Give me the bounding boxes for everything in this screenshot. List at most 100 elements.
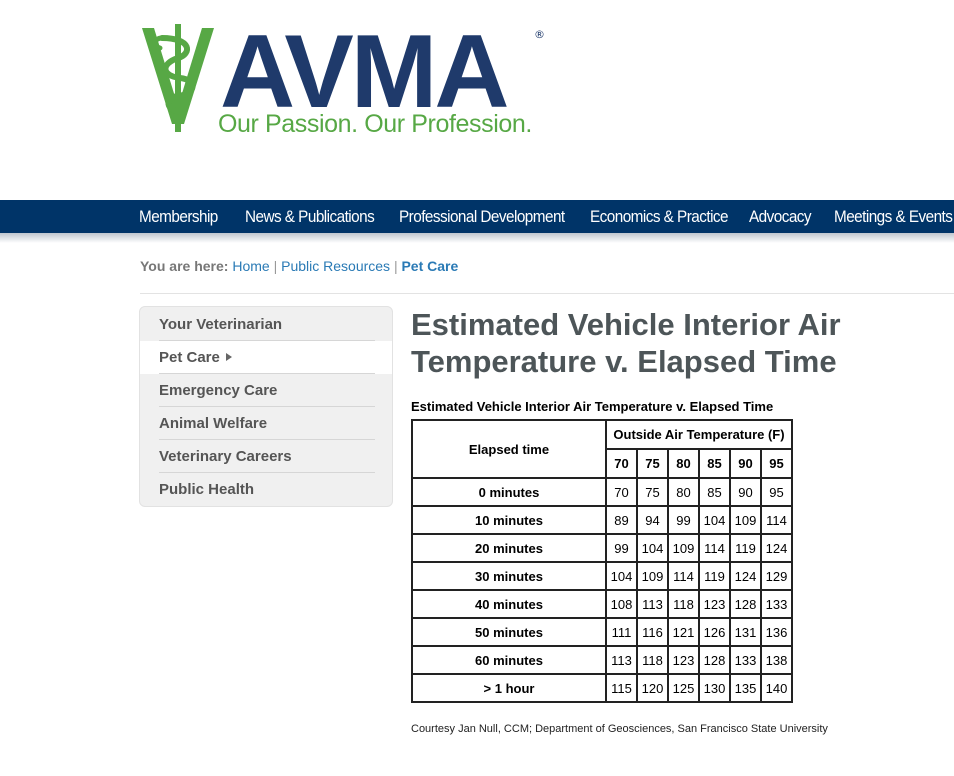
divider	[140, 293, 954, 294]
table-cell: 129	[760, 561, 793, 591]
table-cell: 118	[667, 589, 700, 619]
table-cell: 126	[698, 617, 731, 647]
nav-item-economics-practice[interactable]: Economics & Practice	[590, 207, 729, 226]
table-cell: 123	[667, 645, 700, 675]
table-cell: 135	[729, 673, 762, 703]
table-cell: 70	[605, 477, 638, 507]
nav-item-news-publications[interactable]: News & Publications	[245, 207, 375, 226]
temp-column-header: 80	[667, 448, 700, 479]
nav-item-professional-development[interactable]: Professional Development	[399, 207, 565, 226]
table-cell: 118	[636, 645, 669, 675]
row-label: 40 minutes	[411, 589, 607, 619]
sidebar-item-label: Pet Care	[159, 349, 220, 366]
table-cell: 111	[605, 617, 638, 647]
temp-column-header: 70	[605, 448, 638, 479]
table-cell: 123	[698, 589, 731, 619]
sidebar-item-your-veterinarian[interactable]: Your Veterinarian	[159, 308, 375, 341]
table-cell: 124	[760, 533, 793, 563]
table-cell: 109	[636, 561, 669, 591]
table-cell: 128	[729, 589, 762, 619]
row-label: 50 minutes	[411, 617, 607, 647]
table-row: > 1 hour 115 120 125 130 135 140	[411, 673, 793, 703]
table-cell: 116	[636, 617, 669, 647]
breadcrumb-link-public-resources[interactable]: Public Resources	[281, 258, 391, 274]
main-nav: Membership News & Publications Professio…	[0, 200, 954, 233]
row-label: > 1 hour	[411, 673, 607, 703]
table-cell: 109	[729, 505, 762, 535]
table-cell: 138	[760, 645, 793, 675]
temp-column-header: 90	[729, 448, 762, 479]
breadcrumb-label: You are here:	[140, 258, 229, 274]
table-cell: 114	[698, 533, 731, 563]
table-cell: 128	[698, 645, 731, 675]
table-cell: 94	[636, 505, 669, 535]
table-cell: 133	[729, 645, 762, 675]
table-cell: 131	[729, 617, 762, 647]
table-cell: 114	[667, 561, 700, 591]
table-cell: 113	[605, 645, 638, 675]
nav-item-advocacy[interactable]: Advocacy	[749, 207, 812, 226]
table-cell: 104	[698, 505, 731, 535]
table-cell: 109	[667, 533, 700, 563]
table-cell: 95	[760, 477, 793, 507]
table-cell: 108	[605, 589, 638, 619]
nav-item-membership[interactable]: Membership	[139, 207, 218, 226]
table-cell: 104	[605, 561, 638, 591]
sidebar-item-public-health[interactable]: Public Health	[159, 481, 255, 498]
table-row: 40 minutes 108 113 118 123 128 133	[411, 589, 793, 619]
table-cell: 133	[760, 589, 793, 619]
row-label: 60 minutes	[411, 645, 607, 675]
table-cell: 120	[636, 673, 669, 703]
table-cell: 125	[667, 673, 700, 703]
table-cell: 104	[636, 533, 669, 563]
table-row: 60 minutes 113 118 123 128 133 138	[411, 645, 793, 675]
table-row: 30 minutes 104 109 114 119 124 129	[411, 561, 793, 591]
table-cell: 85	[698, 477, 731, 507]
avma-logo[interactable]: AVMA ® Our Passion. Our Profession.	[140, 20, 560, 139]
table-cell: 124	[729, 561, 762, 591]
row-label: 30 minutes	[411, 561, 607, 591]
table-cell: 115	[605, 673, 638, 703]
table-row: 10 minutes 89 94 99 104 109 114	[411, 505, 793, 535]
table-cell: 136	[760, 617, 793, 647]
sidebar-item-emergency-care[interactable]: Emergency Care	[159, 374, 375, 407]
table-caption: Estimated Vehicle Interior Air Temperatu…	[411, 399, 774, 414]
table-row: 50 minutes 111 116 121 126 131 136	[411, 617, 793, 647]
nav-item-meetings-events[interactable]: Meetings & Events	[834, 207, 953, 226]
page-title: Estimated Vehicle Interior Air Temperatu…	[411, 307, 841, 379]
table-cell: 119	[729, 533, 762, 563]
sidebar-item-pet-care[interactable]: Pet Care	[159, 341, 375, 374]
sidebar-menu: Your Veterinarian Pet Care Emergency Car…	[139, 306, 393, 507]
sidebar-active-highlight	[140, 341, 392, 374]
table-cell: 114	[760, 505, 793, 535]
table-cell: 119	[698, 561, 731, 591]
temp-column-header: 75	[636, 448, 669, 479]
caduceus-icon	[142, 24, 214, 132]
table-cell: 75	[636, 477, 669, 507]
table-cell: 89	[605, 505, 638, 535]
elapsed-time-header: Elapsed time	[411, 419, 607, 479]
breadcrumb-link-home[interactable]: Home	[232, 258, 270, 274]
source-credit: Courtesy Jan Null, CCM; Department of Ge…	[411, 723, 828, 735]
temp-column-header: 95	[760, 448, 793, 479]
table-cell: 90	[729, 477, 762, 507]
table-cell: 130	[698, 673, 731, 703]
logo-wordmark: AVMA	[220, 14, 509, 130]
breadcrumb: You are here: Home | Public Resources | …	[140, 258, 458, 274]
table-cell: 121	[667, 617, 700, 647]
outside-temp-header: Outside Air Temperature (F)	[605, 419, 793, 450]
sidebar-item-animal-welfare[interactable]: Animal Welfare	[159, 407, 375, 440]
sidebar-item-veterinary-careers[interactable]: Veterinary Careers	[159, 440, 375, 473]
logo-tagline: Our Passion. Our Profession.	[218, 110, 532, 138]
breadcrumb-separator: |	[273, 258, 278, 274]
arrow-right-icon	[225, 353, 232, 361]
row-label: 10 minutes	[411, 505, 607, 535]
table-row: 0 minutes 70 75 80 85 90 95	[411, 477, 793, 507]
table-cell: 140	[760, 673, 793, 703]
row-label: 0 minutes	[411, 477, 607, 507]
table-cell: 99	[605, 533, 638, 563]
row-label: 20 minutes	[411, 533, 607, 563]
breadcrumb-current[interactable]: Pet Care	[401, 258, 459, 274]
registered-mark: ®	[534, 28, 545, 41]
nav-shadow	[0, 233, 954, 243]
